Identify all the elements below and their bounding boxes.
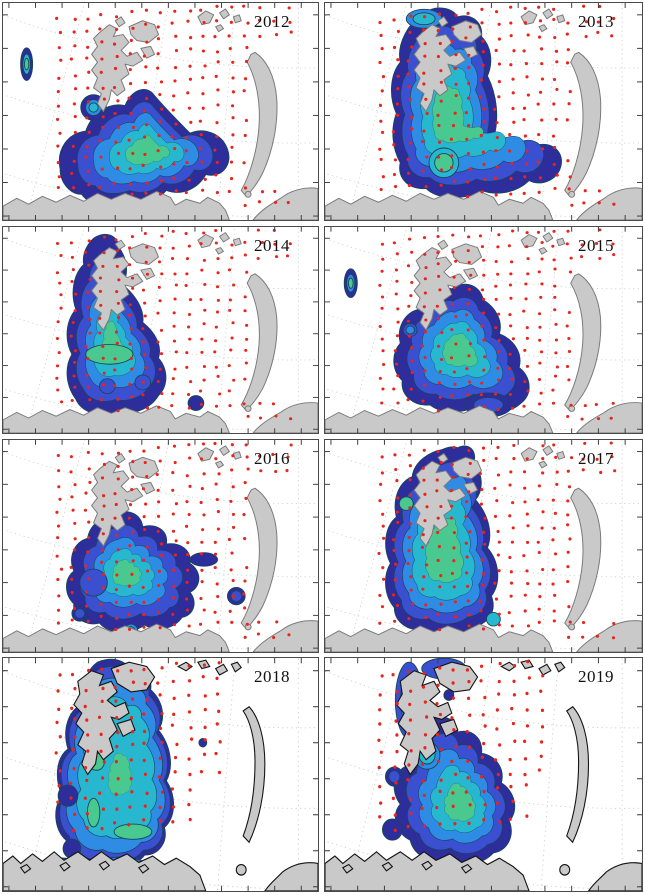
station-dots <box>378 228 616 421</box>
frame-ticks <box>325 658 642 891</box>
contour-spot <box>71 605 89 622</box>
station-dots <box>55 4 293 208</box>
frame-ticks <box>3 658 318 891</box>
contour-spot <box>85 344 134 365</box>
map-panel-2015: 2015 <box>324 226 643 434</box>
contour-spot <box>79 568 108 597</box>
station-dots <box>55 441 293 640</box>
station-dots <box>378 4 616 207</box>
contour-spot <box>226 587 246 606</box>
contour-spot <box>343 268 358 299</box>
station-dots <box>377 441 617 640</box>
year-label: 2017 <box>578 449 614 468</box>
year-label: 2019 <box>578 667 614 686</box>
contour-spot <box>57 784 79 807</box>
contour-spot <box>382 818 403 841</box>
contour-spot <box>189 552 219 567</box>
contour-spot <box>99 378 116 395</box>
frame-ticks <box>325 3 642 220</box>
map-panel-2014: 2014 <box>2 226 319 434</box>
contour-spot <box>486 612 501 627</box>
contour-spot <box>402 323 418 337</box>
station-dots <box>377 659 545 833</box>
contour-spot <box>443 689 455 701</box>
station-dots <box>55 228 293 421</box>
year-label: 2018 <box>254 667 290 686</box>
contour-spot <box>428 147 460 179</box>
contour-spot <box>86 797 101 828</box>
year-label: 2012 <box>254 12 290 31</box>
frame-ticks <box>325 440 642 652</box>
map-panel-2017: 2017 <box>324 439 643 653</box>
year-label: 2016 <box>254 449 290 468</box>
contour-spot <box>405 8 443 29</box>
contour-spot <box>113 823 153 840</box>
contour-spot <box>384 766 404 787</box>
contour-spot <box>187 395 205 411</box>
map-panel-2013: 2013 <box>324 2 643 221</box>
frame-ticks <box>3 227 318 433</box>
contour-field <box>393 283 530 413</box>
year-label: 2015 <box>578 236 614 255</box>
frame-ticks <box>3 440 318 652</box>
map-panel-2019: 2019 <box>324 657 643 892</box>
contour-spot <box>20 47 34 81</box>
frame-ticks <box>3 3 318 220</box>
map-panel-2012: 2012 <box>2 2 319 221</box>
map-panel-2018: 2018 <box>2 657 319 892</box>
frame-ticks <box>325 227 642 433</box>
map-panel-2016: 2016 <box>2 439 319 653</box>
station-dots <box>54 661 222 833</box>
year-label: 2014 <box>254 236 290 255</box>
year-label: 2013 <box>578 12 614 31</box>
